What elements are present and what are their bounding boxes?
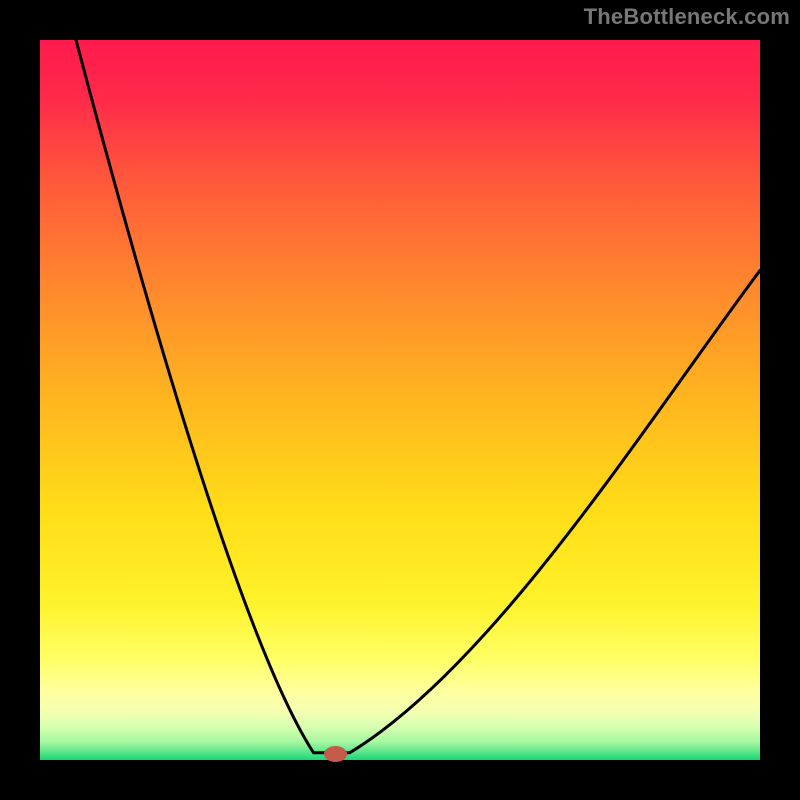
- watermark-text: TheBottleneck.com: [584, 4, 790, 30]
- plot-area: [40, 40, 760, 760]
- stage: TheBottleneck.com: [0, 0, 800, 800]
- current-point-marker: [324, 746, 347, 762]
- gradient-background: [40, 40, 760, 760]
- bottleneck-chart: [40, 40, 760, 760]
